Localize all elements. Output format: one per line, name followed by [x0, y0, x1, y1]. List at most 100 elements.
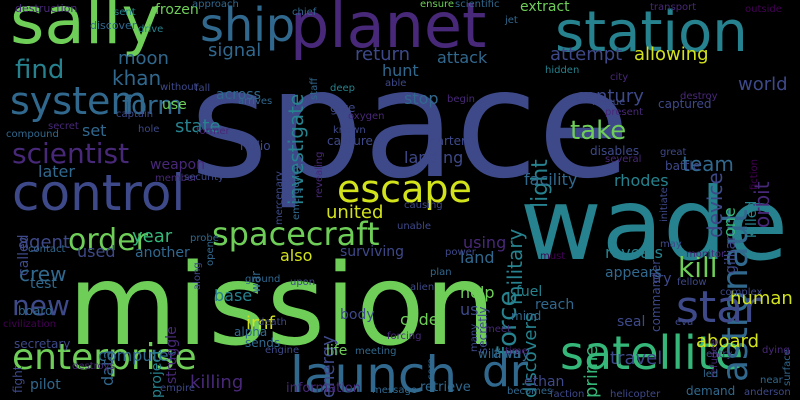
word-land: land	[460, 248, 495, 267]
word-drive: drive	[138, 24, 164, 35]
word-try: try	[652, 271, 672, 287]
word-agent: agent	[18, 232, 70, 253]
word-along: along	[192, 262, 203, 290]
word-called: called	[16, 234, 32, 276]
word-dying: dying	[762, 345, 790, 356]
word-kill: kill	[678, 251, 718, 284]
word-world: world	[738, 74, 788, 95]
word-contact: contact	[28, 244, 66, 255]
word-aboard: aboard	[696, 331, 760, 352]
word-frozen: frozen	[155, 2, 199, 18]
word-forcing: forcing	[387, 331, 422, 342]
word-use: use	[162, 97, 187, 113]
word-former: former	[196, 126, 230, 137]
word-oxygen: oxygen	[348, 111, 385, 122]
word-computer: computer	[98, 346, 176, 365]
word-reveals: reveals	[605, 243, 663, 262]
word-fiction: fiction	[749, 159, 760, 190]
word-secretary: secretary	[14, 337, 71, 351]
word-discover: discover	[90, 19, 137, 32]
word-state: state	[175, 116, 221, 137]
word-ship: ship	[200, 0, 296, 52]
word-launch: launch	[290, 346, 458, 400]
word-security: security	[184, 172, 224, 183]
word-information: information	[286, 381, 362, 396]
word-facility: facility	[524, 170, 578, 189]
word-later: later	[38, 162, 75, 181]
word-outside: outside	[745, 4, 782, 15]
word-prime: prime	[581, 345, 602, 398]
word-several: several	[605, 154, 642, 165]
word-also: also	[280, 246, 313, 265]
word-escape: escape	[337, 167, 472, 211]
word-eva: eva	[675, 317, 694, 328]
word-travel: travel	[610, 348, 663, 369]
word-member: member	[155, 173, 198, 184]
word-entry: entry	[706, 349, 733, 360]
word-moon: moon	[118, 48, 169, 69]
word-william: william	[478, 347, 521, 361]
word-meet: meet	[485, 324, 511, 335]
word-stop: stop	[404, 89, 439, 108]
word-return: return	[355, 44, 411, 65]
word-system: system	[10, 79, 148, 123]
word-year: year	[132, 226, 173, 247]
word-may: may	[660, 239, 682, 250]
word-khan: khan	[112, 66, 162, 90]
word-spacecraft: spacecraft	[212, 215, 380, 253]
word-struggle: struggle	[164, 326, 180, 384]
word-must: must	[540, 251, 566, 262]
word-set: set	[82, 121, 107, 140]
word-rhodes: rhodes	[614, 171, 669, 190]
word-sends: sends	[245, 336, 281, 350]
word-give: give	[330, 101, 356, 115]
word-appears: appears	[605, 265, 662, 281]
word-allowing: allowing	[634, 44, 709, 65]
word-retrieve: retrieve	[420, 380, 471, 395]
word-imf: imf	[246, 313, 275, 334]
word-used: used	[77, 242, 116, 261]
word-radio: radio	[240, 139, 271, 153]
word-fight: fight	[11, 365, 25, 394]
word-base: base	[214, 286, 253, 305]
word-alpha: alpha	[234, 325, 268, 339]
word-secret: secret	[48, 121, 79, 132]
word-fellow: fellow	[677, 277, 707, 288]
word-find: find	[15, 55, 65, 85]
word-emergency: emergency	[291, 163, 302, 220]
word-staff: staff	[309, 77, 320, 100]
word-revealing: revealing	[314, 151, 325, 198]
word-destroy: destroy	[680, 91, 718, 102]
word-century: century	[575, 86, 644, 107]
word-us: us	[460, 300, 479, 319]
word-approach: approach	[192, 0, 239, 10]
word-ground: ground	[245, 274, 281, 285]
word-probe: probe	[190, 233, 219, 244]
word-capture: capture	[327, 134, 373, 148]
word-enterprise: enterprise	[12, 337, 197, 378]
word-one: one	[720, 207, 739, 237]
word-battle: battle	[665, 159, 701, 173]
word-compound: compound	[6, 129, 59, 140]
word-ensure: ensure	[420, 0, 455, 10]
word-chief: chief	[292, 7, 317, 18]
word-becomes: becomes	[507, 386, 553, 397]
word-attack: attack	[437, 48, 488, 67]
word-message: message	[372, 385, 417, 396]
word-empire: empire	[160, 383, 196, 394]
word-unable: unable	[397, 221, 432, 232]
word-power: power	[445, 247, 476, 258]
word-core: core	[426, 358, 437, 380]
word-civilization: civilization	[3, 319, 57, 330]
word-jet: jet	[505, 15, 518, 26]
word-planet: planet	[290, 0, 487, 62]
word-mission: mission	[68, 241, 496, 371]
word-new: new	[12, 289, 70, 322]
word-anderson: anderson	[744, 387, 791, 398]
word-using: using	[463, 233, 507, 252]
word-weapon: weapon	[150, 157, 205, 173]
word-led: led	[703, 369, 719, 380]
word-away: away	[493, 346, 530, 362]
word-captured: captured	[658, 97, 712, 111]
